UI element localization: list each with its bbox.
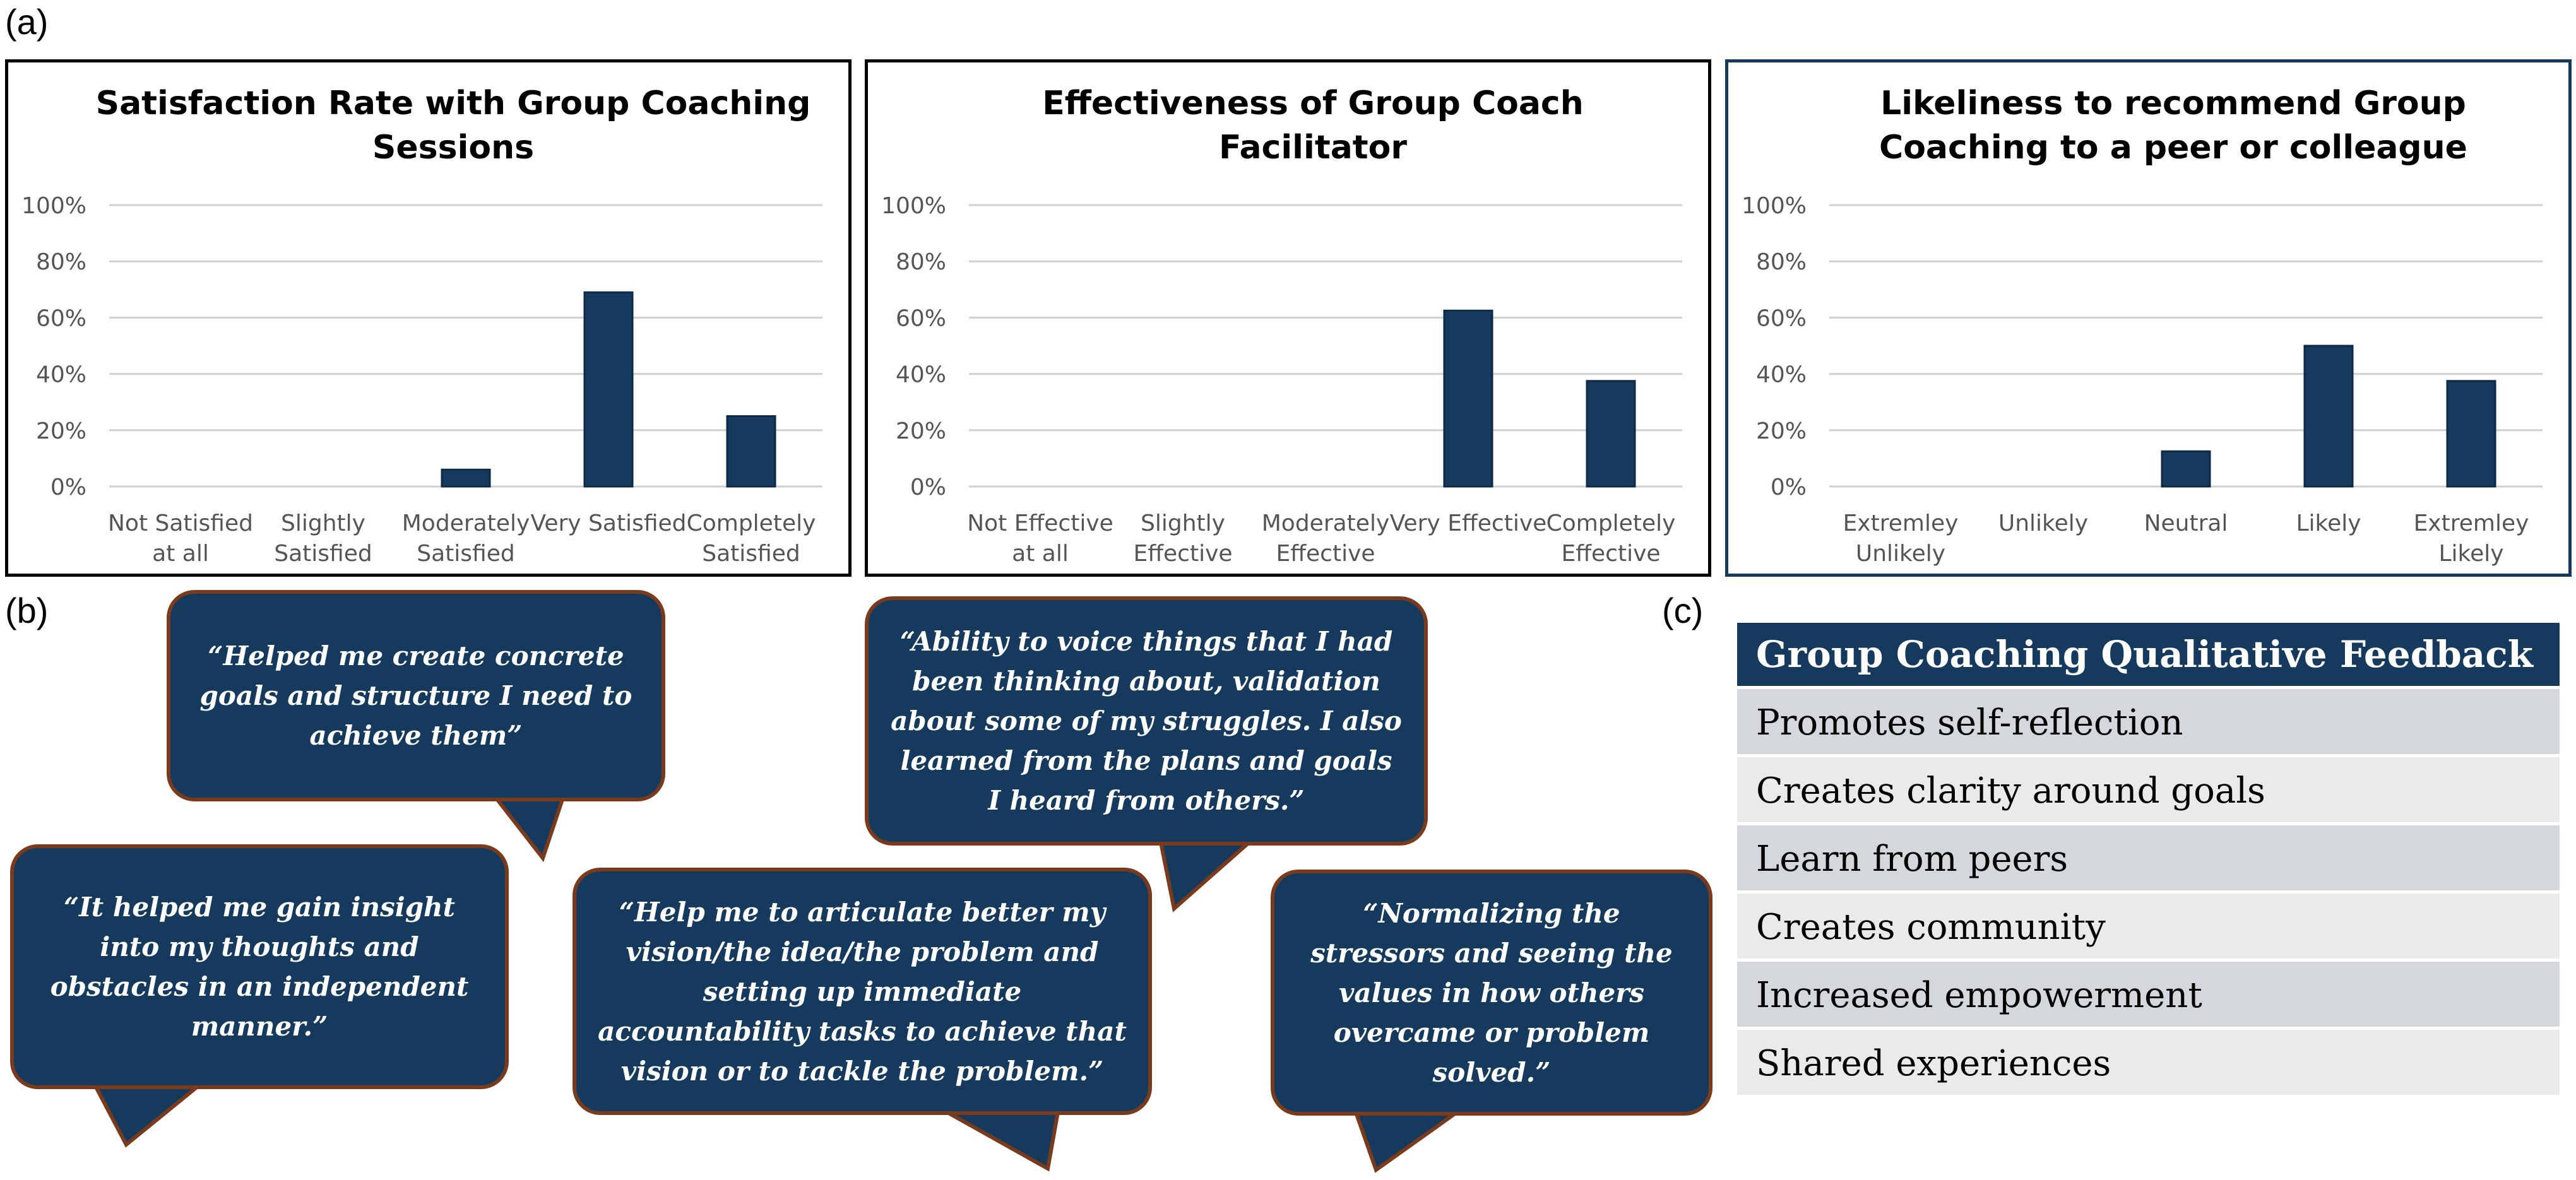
chart-title: Coaching to a peer or colleague xyxy=(1879,129,2467,167)
y-tick-label: 20% xyxy=(36,418,86,444)
y-tick-label: 100% xyxy=(21,193,86,219)
bar xyxy=(2446,380,2496,488)
bar xyxy=(1443,309,1493,488)
x-tick-label: Completely xyxy=(687,510,816,536)
panel-label-c: (c) xyxy=(1662,591,1704,630)
x-tick-label: Likely xyxy=(2296,510,2361,536)
chart-effectiveness-svg: Effectiveness of Group Coach Facilitator 0… xyxy=(881,85,1682,567)
y-tick-label: 20% xyxy=(896,418,946,444)
y-tick-label: 20% xyxy=(1756,418,1807,444)
x-tick-label: Very Effective xyxy=(1390,510,1547,536)
quote-bubble: “Help me to articulate better my vision/… xyxy=(573,868,1152,1115)
chart-title: Effectiveness of Group Coach xyxy=(1042,85,1584,122)
y-tick-label: 100% xyxy=(881,193,946,219)
feedback-table-row: Promotes self-reflection xyxy=(1737,686,2560,754)
x-tick-label: at all xyxy=(1012,541,1069,567)
feedback-table: Group Coaching Qualitative Feedback Prom… xyxy=(1737,623,2560,1095)
chart-title: Likeliness to recommend Group xyxy=(1880,85,2466,122)
bubble-tail xyxy=(86,1073,218,1148)
x-tick-label: Satisfied xyxy=(417,541,514,567)
bar xyxy=(441,468,491,488)
quote-text: “Normalizing the stressors and seeing th… xyxy=(1310,897,1673,1088)
feedback-table-row: Creates clarity around goals xyxy=(1737,754,2560,822)
x-tick-label: Satisfied xyxy=(702,541,800,567)
x-tick-label: Very Satisfied xyxy=(531,510,687,536)
y-tick-label: 40% xyxy=(36,362,86,388)
x-tick-label: Moderately xyxy=(1262,510,1390,536)
panel-label-a: (a) xyxy=(5,2,49,42)
y-tick-label: 0% xyxy=(1771,475,1807,500)
panel-label-b: (b) xyxy=(5,591,49,630)
y-tick-label: 80% xyxy=(36,249,86,275)
x-tick-label: Effective xyxy=(1561,541,1660,567)
x-tick-label: Satisfied xyxy=(274,541,372,567)
feedback-table-row: Shared experiences xyxy=(1737,1027,2560,1095)
y-tick-label: 0% xyxy=(50,475,86,500)
chart-title: Sessions xyxy=(372,129,534,167)
bubble-tail xyxy=(1348,1098,1481,1173)
x-tick-label: Completely xyxy=(1546,510,1676,536)
bar xyxy=(1586,380,1636,488)
x-tick-label: Slightly xyxy=(1141,510,1225,536)
x-tick-label: Unlikely xyxy=(1998,510,2088,536)
y-tick-label: 60% xyxy=(36,305,86,331)
bar xyxy=(583,291,634,488)
x-tick-label: Not Effective xyxy=(967,510,1113,536)
x-tick-label: Not Satisfied xyxy=(108,510,253,536)
chart-satisfaction-svg: Satisfaction Rate with Group Coaching Ses… xyxy=(21,85,822,567)
quote-text: “Help me to articulate better my vision/… xyxy=(598,896,1127,1087)
x-tick-label: Moderately xyxy=(402,510,530,536)
bar xyxy=(2161,450,2211,488)
x-tick-label: Neutral xyxy=(2144,510,2228,536)
x-tick-label: Effective xyxy=(1133,541,1232,567)
y-tick-label: 100% xyxy=(1742,193,1807,219)
x-tick-label: Unlikely xyxy=(1856,541,1945,567)
chart-title: Satisfaction Rate with Group Coaching xyxy=(96,85,811,122)
quote-text: “It helped me gain insight into my thoug… xyxy=(50,892,469,1042)
quote-text: “Ability to voice things that I had been… xyxy=(891,626,1402,816)
bar xyxy=(726,415,776,488)
feedback-table-header: Group Coaching Qualitative Feedback xyxy=(1737,623,2560,686)
x-tick-label: at all xyxy=(152,541,209,567)
y-tick-label: 80% xyxy=(896,249,946,275)
x-tick-label: Extremley xyxy=(1843,510,1959,536)
feedback-table-row: Creates community xyxy=(1737,890,2560,959)
feedback-table-row: Increased empowerment xyxy=(1737,959,2560,1027)
chart-recommend: Likeliness to recommend Group Coaching to… xyxy=(1725,59,2572,577)
x-tick-label: Slightly xyxy=(281,510,365,536)
quote-bubble: “Ability to voice things that I had been… xyxy=(865,596,1428,846)
quote-text: “Helped me create concrete goals and str… xyxy=(199,640,632,751)
y-tick-label: 60% xyxy=(896,305,946,331)
bar xyxy=(2303,345,2354,488)
chart-effectiveness: Effectiveness of Group Coach Facilitator 0… xyxy=(865,59,1711,577)
chart-title: Facilitator xyxy=(1219,129,1407,167)
feedback-table-row: Learn from peers xyxy=(1737,822,2560,890)
y-tick-label: 80% xyxy=(1756,249,1807,275)
y-tick-label: 40% xyxy=(1756,362,1807,388)
quote-bubble: “Helped me create concrete goals and str… xyxy=(167,590,665,801)
chart-satisfaction: Satisfaction Rate with Group Coaching Ses… xyxy=(5,59,852,577)
x-tick-label: Likely xyxy=(2438,541,2503,567)
quote-bubble: “It helped me gain insight into my thoug… xyxy=(10,844,509,1089)
y-tick-label: 60% xyxy=(1756,305,1807,331)
quote-bubble: “Normalizing the stressors and seeing th… xyxy=(1271,870,1712,1116)
bubble-tail xyxy=(917,1098,1063,1172)
y-tick-label: 40% xyxy=(896,362,946,388)
x-tick-label: Extremley xyxy=(2414,510,2529,536)
y-tick-label: 0% xyxy=(910,475,946,500)
feedback-table-body: Promotes self-reflection Creates clarity… xyxy=(1737,686,2560,1095)
x-tick-label: Effective xyxy=(1276,541,1375,567)
chart-recommend-svg: Likeliness to recommend Group Coaching to… xyxy=(1742,85,2543,567)
